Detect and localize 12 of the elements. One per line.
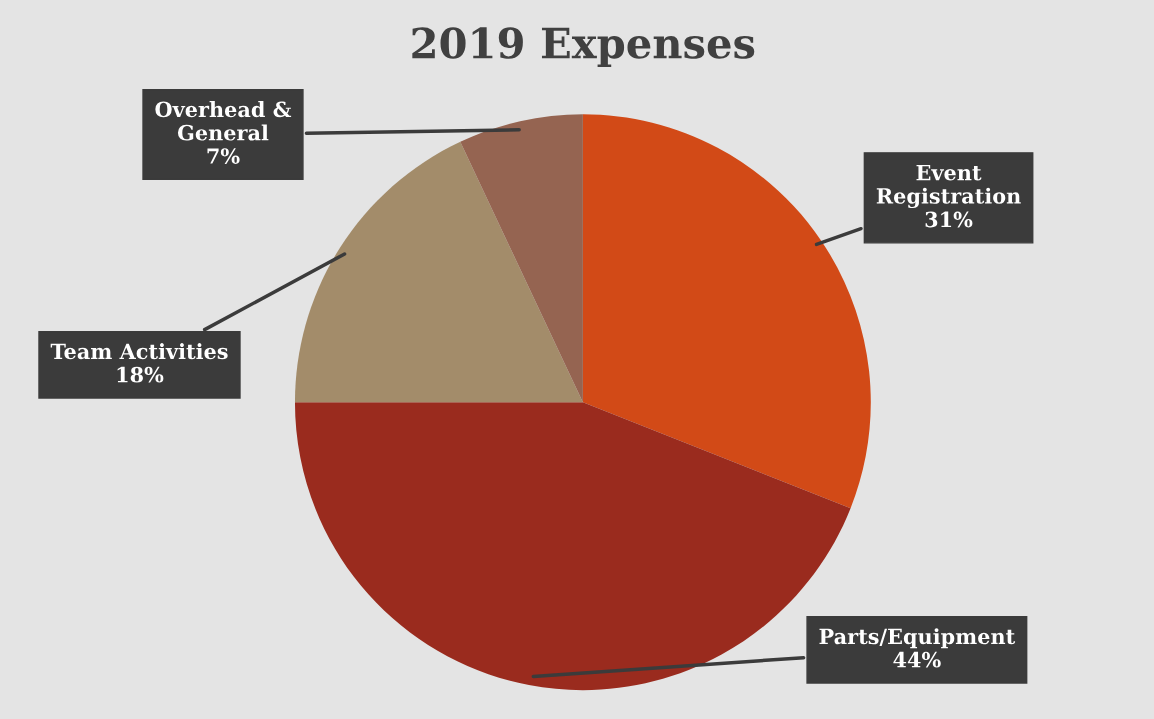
data-label: 44% (893, 651, 941, 668)
slice-label: Overhead & General (155, 101, 292, 141)
slice-label: Team Activities (50, 343, 228, 360)
data-label: 31% (925, 211, 973, 228)
pie-slice (294, 141, 583, 403)
data-label: 18% (117, 366, 164, 383)
pie-slice (582, 114, 871, 509)
data-label: 7% (207, 148, 240, 164)
chart-title: 2019 Expenses (412, 27, 755, 67)
slice-label: Event Registration (876, 164, 1021, 209)
pie-slice (460, 114, 583, 403)
slice-label: Parts/Equipment (819, 628, 1016, 649)
